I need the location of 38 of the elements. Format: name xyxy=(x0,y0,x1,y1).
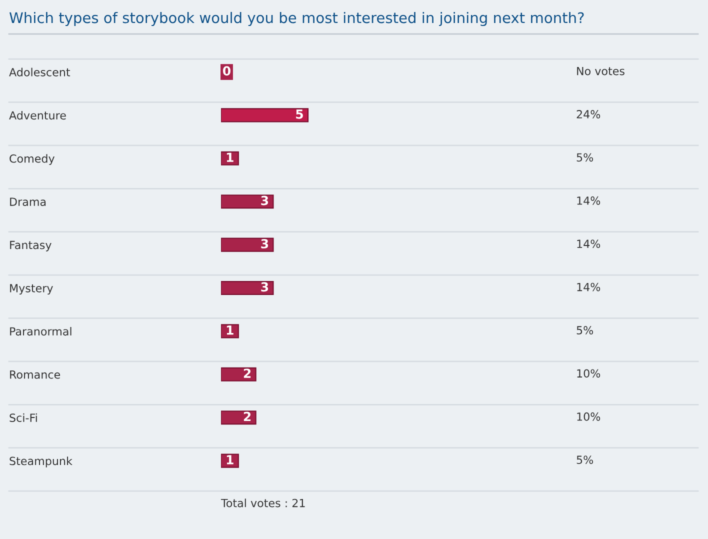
text: 5% xyxy=(576,326,594,334)
data-label: 0 xyxy=(222,66,230,76)
data-label: 3 xyxy=(261,238,268,248)
data-label: 3 xyxy=(261,196,268,206)
y-tick-label: Comedy xyxy=(10,154,55,165)
text: 14% xyxy=(577,240,600,248)
data-label: 1 xyxy=(226,152,234,162)
data-label: 2 xyxy=(244,412,251,422)
data-label: 1 xyxy=(226,455,234,464)
text: 24% xyxy=(576,110,600,118)
bar xyxy=(221,280,274,296)
bar xyxy=(221,238,274,252)
text: 10% xyxy=(577,412,600,421)
text: 14% xyxy=(577,282,600,292)
text: 5% xyxy=(576,456,594,464)
text: 10% xyxy=(577,369,600,378)
text: Total votes : 21 xyxy=(220,498,305,508)
text: No votes xyxy=(577,66,624,76)
y-tick-label: Romance xyxy=(10,370,60,379)
y-tick-label: Adventure xyxy=(9,110,66,120)
data-label: 5 xyxy=(296,110,303,119)
y-tick-label: Fantasy xyxy=(10,240,52,252)
chart-title: Which types of storybook would you be most interested in joining next month? xyxy=(9,12,584,26)
y-tick-label: Sci-Fi xyxy=(10,413,37,422)
y-tick-label: Adolescent xyxy=(9,68,70,76)
y-tick-label: Mystery xyxy=(10,284,53,295)
bar xyxy=(221,367,256,382)
data-label: 1 xyxy=(226,326,234,335)
bar xyxy=(221,108,309,122)
text: 14% xyxy=(577,196,600,205)
data-label: 3 xyxy=(261,282,268,292)
data-label: 2 xyxy=(244,368,251,378)
text: 5% xyxy=(576,153,594,162)
y-tick-label: Paranormal xyxy=(10,326,72,336)
y-tick-label: Drama xyxy=(10,198,46,206)
y-tick-label: Steampunk xyxy=(10,456,72,468)
bar xyxy=(221,194,274,209)
bar xyxy=(221,410,256,425)
